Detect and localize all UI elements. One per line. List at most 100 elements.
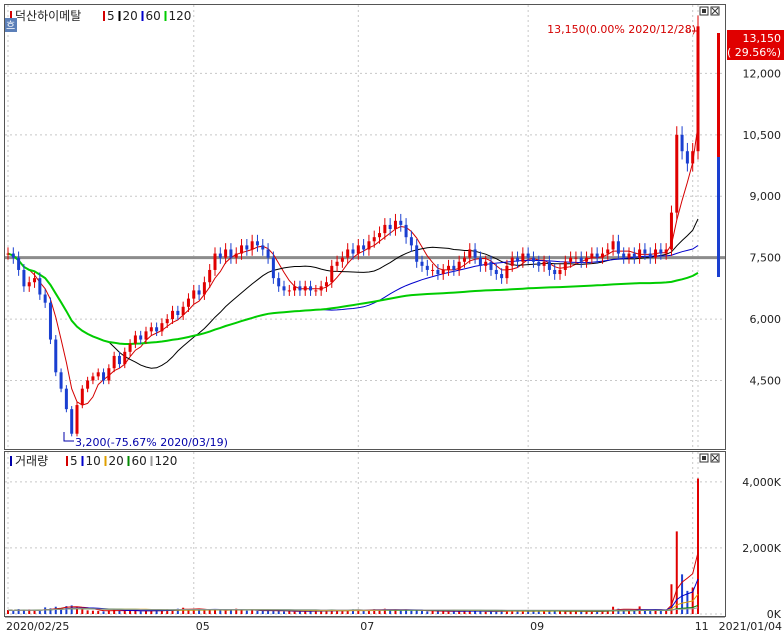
volume-bar: [596, 611, 599, 614]
volume-bar: [410, 610, 413, 614]
candle-body: [22, 269, 26, 287]
volume-bar: [553, 610, 556, 614]
volume-bar: [235, 608, 238, 614]
candle-body: [197, 290, 201, 295]
date-tick-label: 11: [695, 620, 709, 633]
candle-body: [616, 241, 620, 254]
price-tick-label: 6,000: [750, 313, 782, 326]
candle-body: [27, 282, 31, 287]
volume-bar: [649, 611, 652, 614]
candle-body: [70, 409, 74, 434]
volume-bar: [606, 610, 609, 614]
volume-bar: [229, 609, 232, 614]
volume-axis-labels: 0K 2,000K 4,000K: [742, 476, 781, 621]
volume-bar: [298, 611, 301, 614]
volume-bar: [182, 607, 185, 614]
candle-body: [494, 269, 498, 275]
moving-average-lines: [7, 125, 699, 406]
candle-body: [669, 212, 673, 250]
volume-bar: [288, 611, 291, 614]
candle-body: [213, 253, 217, 270]
volume-bar: [643, 610, 646, 614]
volume-bar: [320, 611, 323, 614]
volume-bar: [107, 610, 110, 614]
volume-bar: [81, 609, 84, 614]
candle-body: [165, 319, 169, 324]
candle-body: [330, 265, 334, 283]
volume-bar: [341, 610, 344, 614]
legend-ma-label: 120: [169, 9, 192, 23]
volume-bar: [511, 610, 514, 614]
volume-bar: [521, 610, 524, 614]
collapse-button[interactable]: [5, 18, 17, 32]
candle-body: [415, 245, 419, 262]
candle-body: [271, 257, 275, 279]
volume-bar: [277, 610, 280, 614]
axis-up-bar: [717, 33, 720, 157]
volume-bar: [675, 531, 678, 614]
candle-body: [680, 134, 684, 152]
candle-body: [510, 257, 514, 266]
volume-bar: [590, 611, 593, 614]
candle-body: [606, 249, 610, 254]
volume-bar: [548, 611, 551, 614]
volume-bar: [394, 609, 397, 614]
volume-bar: [670, 584, 673, 614]
volume-bar: [33, 610, 36, 614]
candle-body: [229, 249, 233, 258]
candle-body: [33, 278, 37, 283]
price-panel: [4, 4, 726, 450]
candle-body: [59, 372, 63, 389]
candle-body: [484, 261, 488, 266]
candle-body: [218, 253, 222, 258]
price-tick-label: 9,000: [750, 190, 782, 203]
volume-bar: [543, 611, 546, 614]
volume-panel-window-buttons[interactable]: [699, 453, 720, 463]
volume-bar: [426, 611, 429, 614]
price-panel-window-buttons[interactable]: [699, 6, 720, 16]
price-tick-label: 10,500: [743, 129, 782, 142]
legend-swatch: [104, 456, 107, 466]
volume-bar: [617, 608, 620, 614]
candle-body: [117, 355, 121, 365]
candle-body: [600, 253, 604, 258]
low-annotation-leader: [63, 432, 74, 442]
volume-bar: [580, 611, 583, 614]
candle-body: [48, 302, 52, 340]
candle-body: [277, 278, 281, 287]
volume-bar: [251, 610, 254, 614]
candle-body: [181, 306, 185, 315]
collapse-icon: 흐: [6, 20, 15, 32]
candle-body: [356, 245, 360, 254]
volume-bar: [309, 611, 312, 614]
current-change-label: ( 29.56%): [727, 46, 781, 59]
candle-body: [648, 253, 652, 258]
volume-panel: [4, 451, 726, 617]
candle-body: [372, 237, 376, 242]
volume-bar: [129, 610, 132, 614]
date-tick-label: 2021/01/04: [719, 620, 782, 633]
volume-bar: [256, 611, 259, 614]
candle-body: [86, 380, 90, 389]
volume-bar: [155, 610, 158, 614]
volume-bar: [219, 610, 222, 614]
candle-body: [388, 224, 392, 229]
candle-body: [595, 253, 599, 258]
candle-body: [250, 241, 254, 250]
volume-bar: [208, 610, 211, 614]
volume-bar: [245, 610, 248, 614]
legend-swatch: [66, 456, 68, 466]
candle-body: [287, 290, 291, 292]
current-price-label: 13,150: [743, 32, 782, 45]
volume-bar: [187, 609, 190, 614]
volume-bar: [325, 610, 328, 614]
candle-body: [654, 249, 658, 258]
candle-body: [611, 241, 615, 250]
volume-bar: [681, 574, 684, 614]
candle-body: [489, 261, 493, 270]
volume-bar: [479, 611, 482, 614]
volume-bar: [468, 610, 471, 614]
axis-down-bar: [717, 157, 720, 277]
volume-bar: [22, 610, 25, 614]
volume-bar: [458, 611, 461, 614]
